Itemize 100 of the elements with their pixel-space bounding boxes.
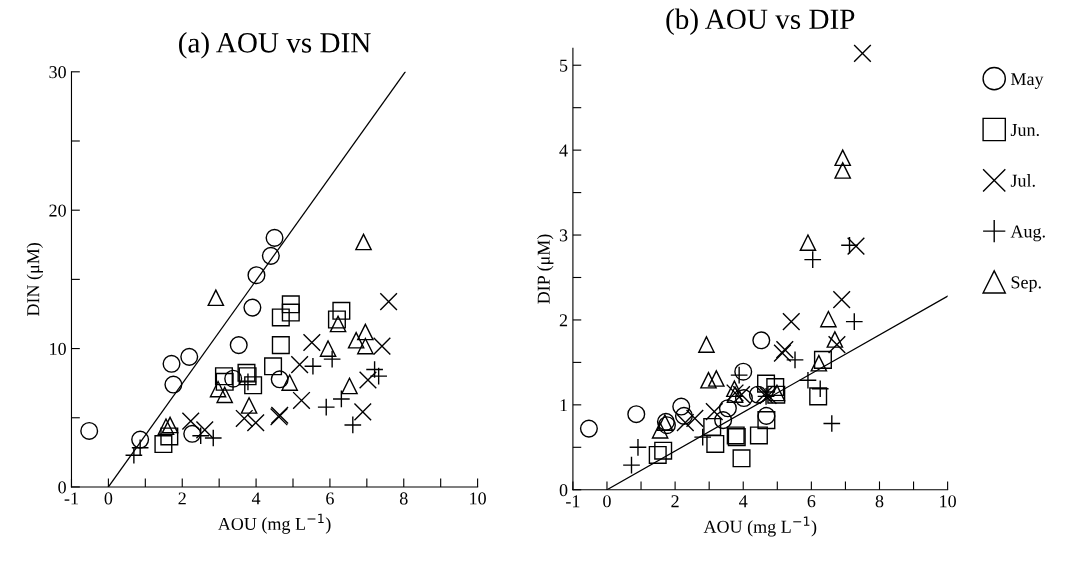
x-tick-label: 10 <box>470 492 486 505</box>
point <box>261 246 280 265</box>
point <box>809 387 828 406</box>
point <box>281 374 299 391</box>
point <box>80 421 99 440</box>
point <box>732 449 751 468</box>
point <box>707 370 725 387</box>
point <box>676 413 695 432</box>
point <box>214 367 233 386</box>
point <box>648 445 667 464</box>
point <box>726 380 743 398</box>
x-tick-label: 10 <box>940 495 956 508</box>
point <box>757 411 776 430</box>
point <box>775 340 794 359</box>
point <box>244 376 263 395</box>
legend-label: Jul. <box>1010 174 1035 187</box>
point <box>270 370 289 389</box>
x-tick-label: 6 <box>326 492 334 505</box>
chart-title: (b) AOU vs DIP <box>666 8 855 36</box>
point <box>357 337 374 355</box>
point <box>799 234 817 252</box>
point <box>355 233 372 251</box>
y-axis-title: DIP (μM) <box>537 234 554 304</box>
point <box>271 308 290 327</box>
point <box>832 290 851 309</box>
point <box>846 237 866 256</box>
y-tick-label: 0 <box>559 484 568 497</box>
point <box>180 347 199 366</box>
point <box>216 386 234 404</box>
legend-label: Jun. <box>1010 124 1039 137</box>
x-tick-label: 2 <box>671 495 679 508</box>
point <box>271 336 290 355</box>
point <box>224 369 243 388</box>
point <box>243 298 262 317</box>
point <box>237 363 256 382</box>
point <box>207 289 225 307</box>
point <box>773 344 792 363</box>
point <box>834 162 852 179</box>
point <box>281 303 300 322</box>
x-tick-label: 8 <box>399 492 408 505</box>
point <box>327 310 346 329</box>
point <box>672 397 691 416</box>
y-tick-label: 5 <box>560 59 568 72</box>
point <box>834 149 852 167</box>
y-tick-label: 20 <box>49 204 66 217</box>
point <box>674 406 693 425</box>
point <box>358 370 377 390</box>
y-tick-label: 0 <box>58 481 66 494</box>
point <box>247 266 266 285</box>
point <box>353 402 372 421</box>
point <box>332 301 351 320</box>
point <box>748 385 767 404</box>
point <box>329 315 347 333</box>
point <box>714 411 733 430</box>
point <box>820 310 837 328</box>
point <box>718 399 737 418</box>
x-tick-label: 4 <box>251 492 261 505</box>
y-tick-label: 2 <box>559 314 568 327</box>
point <box>157 418 175 435</box>
point <box>705 402 724 421</box>
point <box>162 354 181 373</box>
y-tick-label: 4 <box>559 144 568 157</box>
point <box>734 362 753 381</box>
x-tick-label: 0 <box>104 492 113 505</box>
y-axis-title: DIN (μM) <box>26 242 44 317</box>
x-tick-label: -1 <box>566 495 580 508</box>
point <box>757 374 776 393</box>
point <box>195 420 214 439</box>
point <box>813 350 832 369</box>
legend-label: May <box>1010 73 1044 89</box>
x-tick-label: 4 <box>739 495 748 508</box>
x-tick-label: 2 <box>178 492 186 505</box>
point <box>131 430 150 449</box>
point <box>734 389 753 408</box>
point <box>183 424 202 443</box>
point <box>154 435 173 454</box>
point <box>627 405 646 424</box>
point <box>164 375 183 394</box>
point <box>853 44 872 63</box>
point <box>281 295 300 314</box>
point <box>579 419 598 438</box>
point <box>302 333 321 352</box>
point <box>357 323 374 341</box>
point <box>766 377 785 397</box>
point <box>235 409 254 428</box>
point <box>757 406 776 425</box>
y-tick-label: 10 <box>50 342 66 356</box>
point <box>246 413 265 432</box>
point <box>238 367 257 386</box>
point <box>379 292 398 311</box>
point <box>264 357 283 376</box>
point <box>752 331 771 350</box>
point <box>347 331 365 349</box>
y-tick-label: 30 <box>49 66 66 79</box>
x-axis-title: AOU (mg L$^{−1}$) <box>703 516 817 537</box>
point <box>651 421 669 439</box>
point <box>698 336 715 353</box>
point <box>810 354 828 372</box>
point <box>703 417 722 436</box>
point <box>706 434 725 453</box>
